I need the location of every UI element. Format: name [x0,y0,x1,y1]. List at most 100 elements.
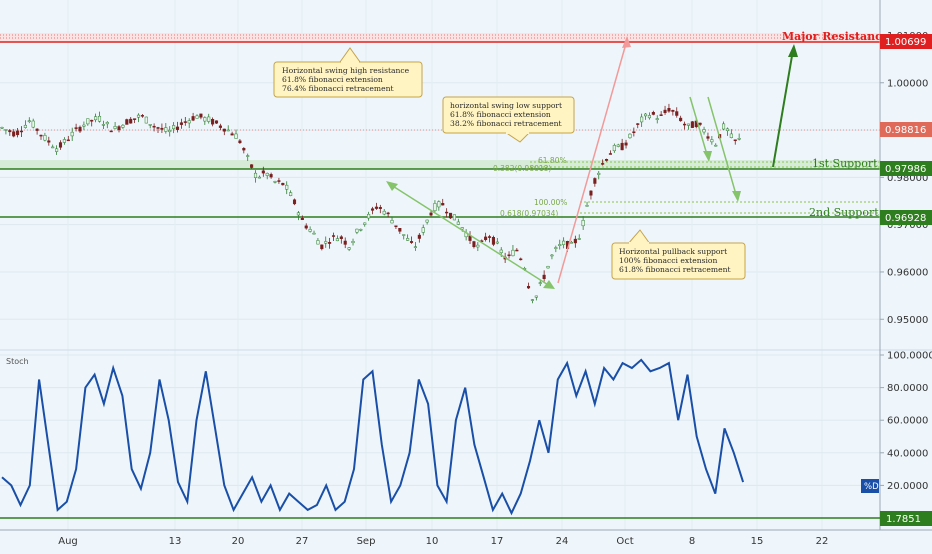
candle-body [647,115,651,119]
candle-body [74,127,78,129]
candle-body [230,133,234,136]
candle-body [456,221,460,225]
bullish-projection-arrowhead [622,36,631,48]
candle-body [156,127,160,129]
retrace-arrow-1 [689,96,709,159]
candle-body [265,172,269,176]
target-arrowhead [788,44,798,57]
candle-body [433,203,437,211]
candle-body [253,172,258,178]
candle-body [624,142,628,146]
candle-body [281,182,285,186]
badge-major-resistance-value: 1.00699 [885,37,926,48]
candle-body [269,174,273,178]
price-tick-label: 0.95000 [887,315,928,326]
stoch-tick-label: 60.0000 [887,416,928,427]
candle-body [507,254,511,257]
candle-body [117,126,121,131]
candle-body [690,121,694,128]
stoch-tick-label: 80.0000 [887,383,928,394]
candle-body [335,238,339,242]
candle-body [698,122,702,125]
candle-body [320,244,324,250]
price-axis[interactable]: 1.010001.000000.990000.980000.970000.960… [880,31,928,326]
badge-first-support: 0.97986 [880,161,932,176]
candle-body [261,170,265,174]
candle-body [35,128,39,131]
candle-body [191,116,195,121]
candle-body [671,109,675,112]
candle-body [316,240,320,245]
candle-body [203,117,207,122]
major-resistance-label: Major Resistance [782,30,889,43]
candle-body [714,144,718,147]
candle-body [526,285,531,289]
badge-second-support: 0.96928 [880,210,932,225]
stoch-d-line [1,358,745,516]
bullish-projection-arrow [557,39,628,284]
candle-body [632,131,636,133]
candle-body [663,109,667,113]
candle-body [706,136,710,139]
candle-body [328,242,332,244]
candle-body [19,130,24,133]
time-axis[interactable]: Aug 13 20 27 Sep 10 17 24 Oct 8 15 22 [58,536,828,547]
annotation-text: 61.8% fibonacci retracement [619,265,731,274]
candle-body [390,220,394,224]
candle-body [425,219,429,223]
price-tick-label: 0.97000 [887,220,928,231]
candle-body [121,124,125,128]
candle-body [140,115,144,117]
candle-body [604,159,609,161]
candle-body [612,145,616,152]
candle-body [370,208,375,211]
candle-body [226,129,230,132]
candle-body [722,123,726,130]
candle-body [277,180,281,182]
annotation-box-first-support: horizontal swing low support 61.8% fibon… [442,96,575,143]
candle-body [183,121,187,123]
candle-body [577,238,581,240]
candle-body [222,128,226,132]
time-tick-label: 20 [232,536,245,547]
candle-body [214,120,219,124]
candle-body [445,211,449,214]
candle-body [152,125,156,128]
time-tick-label: 22 [816,536,829,547]
candle-body [8,130,12,133]
candle-body [519,258,523,261]
fib-label-100: 100.00% [534,198,567,207]
candle-body [308,229,312,232]
candle-body [12,131,16,137]
candle-body [101,124,105,126]
candle-body [218,125,222,128]
candle-body [581,220,585,227]
price-tick-label: 1.00000 [887,78,928,89]
candle-body [105,122,109,125]
candle-body [285,184,289,190]
candle-body [491,237,495,245]
badge-stoch-min: 1.7851 [880,511,932,526]
annotation-text: 76.4% fibonacci retracement [282,84,394,93]
candle-body [78,126,82,132]
pullback-arrowhead-end [543,280,555,289]
badge-major-resistance: 1.00699 [880,34,932,49]
candle-body [737,138,741,140]
candle-body [382,210,386,215]
stoch-tick-label: 100.0000 [887,351,932,362]
candle-body [129,118,133,124]
candle-body [441,203,445,206]
stoch-axis[interactable]: 100.0000 80.0000 60.0000 40.0000 20.0000 [880,351,932,492]
candle-body [273,181,277,183]
candle-body [211,118,215,125]
candle-body [562,240,566,245]
candle-body [355,228,359,233]
badge-last-price-value: 0.98816 [885,125,926,136]
annotation-text: 61.8% fibonacci extension [282,75,383,84]
candle-body [682,123,687,126]
candle-body [511,249,515,257]
candle-body [534,295,538,298]
candle-body [686,123,690,126]
candle-body [289,192,293,196]
candle-body [413,246,417,248]
